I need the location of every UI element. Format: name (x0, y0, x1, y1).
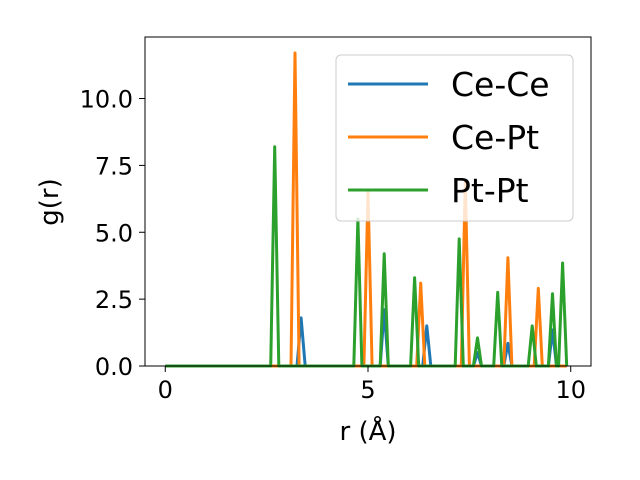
y-tick-label: 2.5 (95, 286, 133, 314)
legend-frame (335, 54, 574, 222)
y-tick-label: 10.0 (80, 86, 133, 114)
x-tick-label: 5 (360, 376, 375, 404)
plot-frame (144, 36, 592, 367)
legend: Ce-Ce Ce-Pt Pt-Pt (335, 54, 574, 222)
y-axis-ticks: 0.0 2.5 5.0 7.5 10.0 (80, 86, 145, 381)
x-axis-ticks: 0 5 10 (158, 366, 586, 404)
x-tick-label: 10 (555, 376, 586, 404)
y-tick-label: 0.0 (95, 353, 133, 381)
legend-label-ce-ce: Ce-Ce (451, 65, 550, 104)
y-axis-label: g(r) (35, 178, 65, 225)
x-tick-label: 0 (158, 376, 173, 404)
x-axis-label: r (Å) (339, 415, 396, 447)
y-tick-label: 5.0 (95, 219, 133, 247)
legend-label-ce-pt: Ce-Pt (451, 118, 539, 157)
legend-label-pt-pt: Pt-Pt (451, 171, 529, 210)
y-tick-label: 7.5 (95, 152, 133, 180)
